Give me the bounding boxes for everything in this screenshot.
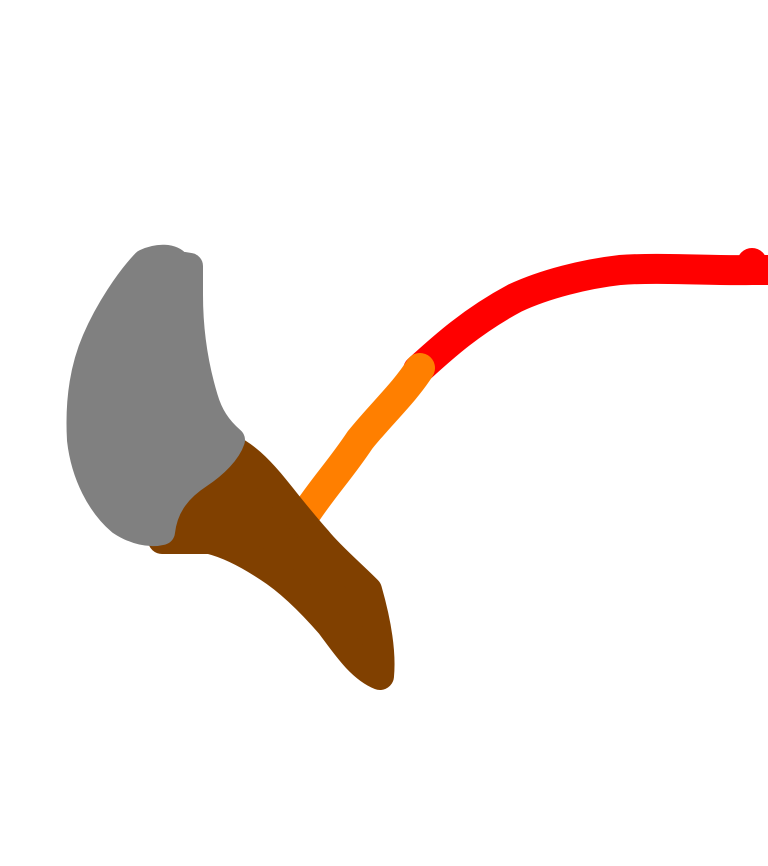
red-stroke <box>403 253 768 385</box>
orange-stroke <box>290 353 435 530</box>
gray-stroke <box>66 244 245 547</box>
red-stroke-end-dot <box>737 248 767 278</box>
